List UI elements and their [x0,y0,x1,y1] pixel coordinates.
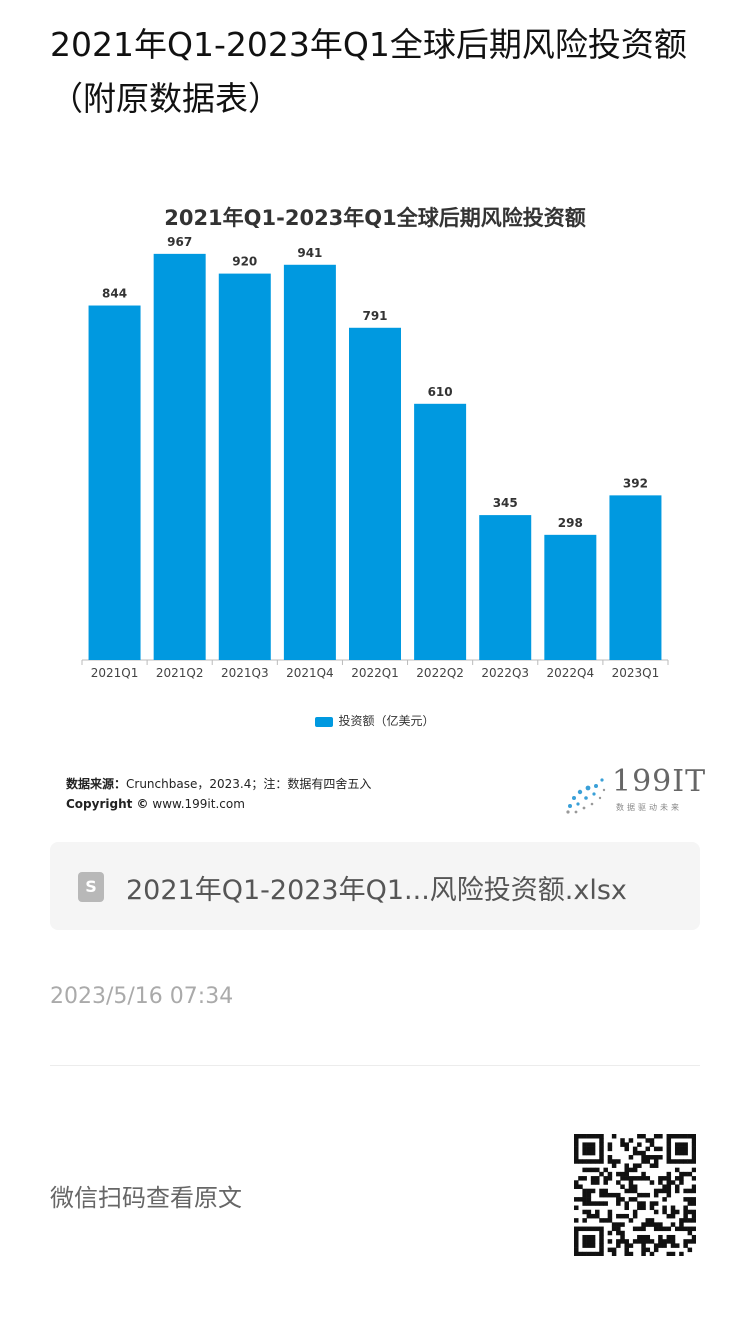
bar-2023Q1 [609,495,662,660]
data-label: 610 [428,385,453,399]
data-label: 298 [558,516,583,530]
199it-logo: 199IT 数据驱动未来 [560,764,705,818]
page-title: 2021年Q1-2023年Q1全球后期风险投资额（附原数据表） [50,25,687,118]
x-tick-label: 2021Q4 [286,666,334,680]
attachment-filename[interactable]: 2021年Q1-2023年Q1...风险投资额.xlsx [126,875,627,906]
bar-2022Q4 [544,534,597,660]
logo-tagline: 数据驱动未来 [616,803,682,812]
copyright-url: www.199it.com [152,797,245,811]
chart-legend: 投资额（亿美元） [50,712,700,729]
source-note: 数据来源：Crunchbase，2023.4；注：数据有四舍五入 Copyrig… [66,774,371,814]
bar-2022Q1 [349,327,401,660]
logo-text: 199IT [612,764,707,799]
source-label: 数据来源： [66,777,127,791]
bar-2021Q3 [218,273,271,660]
x-tick-label: 2022Q4 [547,666,595,680]
bar-2022Q2 [414,403,467,660]
attachment-card[interactable]: S 2021年Q1-2023年Q1...风险投资额.xlsx [50,842,700,930]
copyright-label: Copyright © [66,797,149,811]
wechat-scan-text: 微信扫码查看原文 [50,1184,242,1212]
data-label: 345 [493,496,518,510]
bar-chart: 2021年Q1-2023年Q1全球后期风险投资额 844 2021Q1 967 202… [50,180,705,830]
spreadsheet-file-icon: S [78,872,104,902]
source-text: Crunchbase，2023.4；注：数据有四舍五入 [126,777,372,791]
data-label: 791 [362,309,387,323]
chart-canvas: 844 2021Q1 967 2021Q2 920 2021Q3 941 2021Q4 791 2… [81,235,669,680]
x-tick-label: 2021Q3 [221,666,269,680]
divider [50,1065,700,1066]
post-timestamp: 2023/5/16 07:34 [50,984,234,1009]
x-tick-label: 2022Q3 [481,666,529,680]
logo-dots-icon [566,778,606,814]
data-label: 920 [232,255,257,269]
bar-2022Q3 [479,515,532,660]
bar-2021Q4 [283,264,336,660]
x-tick-label: 2021Q1 [91,666,139,680]
data-label: 967 [167,235,192,249]
x-tick-label: 2023Q1 [612,666,660,680]
x-tick-label: 2021Q2 [156,666,204,680]
x-tick-label: 2022Q2 [416,666,464,680]
data-label: 844 [102,287,127,301]
qr-code-icon[interactable] [574,1134,696,1256]
x-tick-label: 2022Q1 [351,666,399,680]
bar-2021Q1 [88,305,141,660]
bar-2021Q2 [153,253,206,661]
legend-swatch [315,716,334,727]
legend-label: 投资额（亿美元） [338,714,435,728]
chart-title: 2021年Q1-2023年Q1全球后期风险投资额 [164,206,586,230]
data-label: 941 [297,246,322,260]
data-label: 392 [623,476,648,490]
